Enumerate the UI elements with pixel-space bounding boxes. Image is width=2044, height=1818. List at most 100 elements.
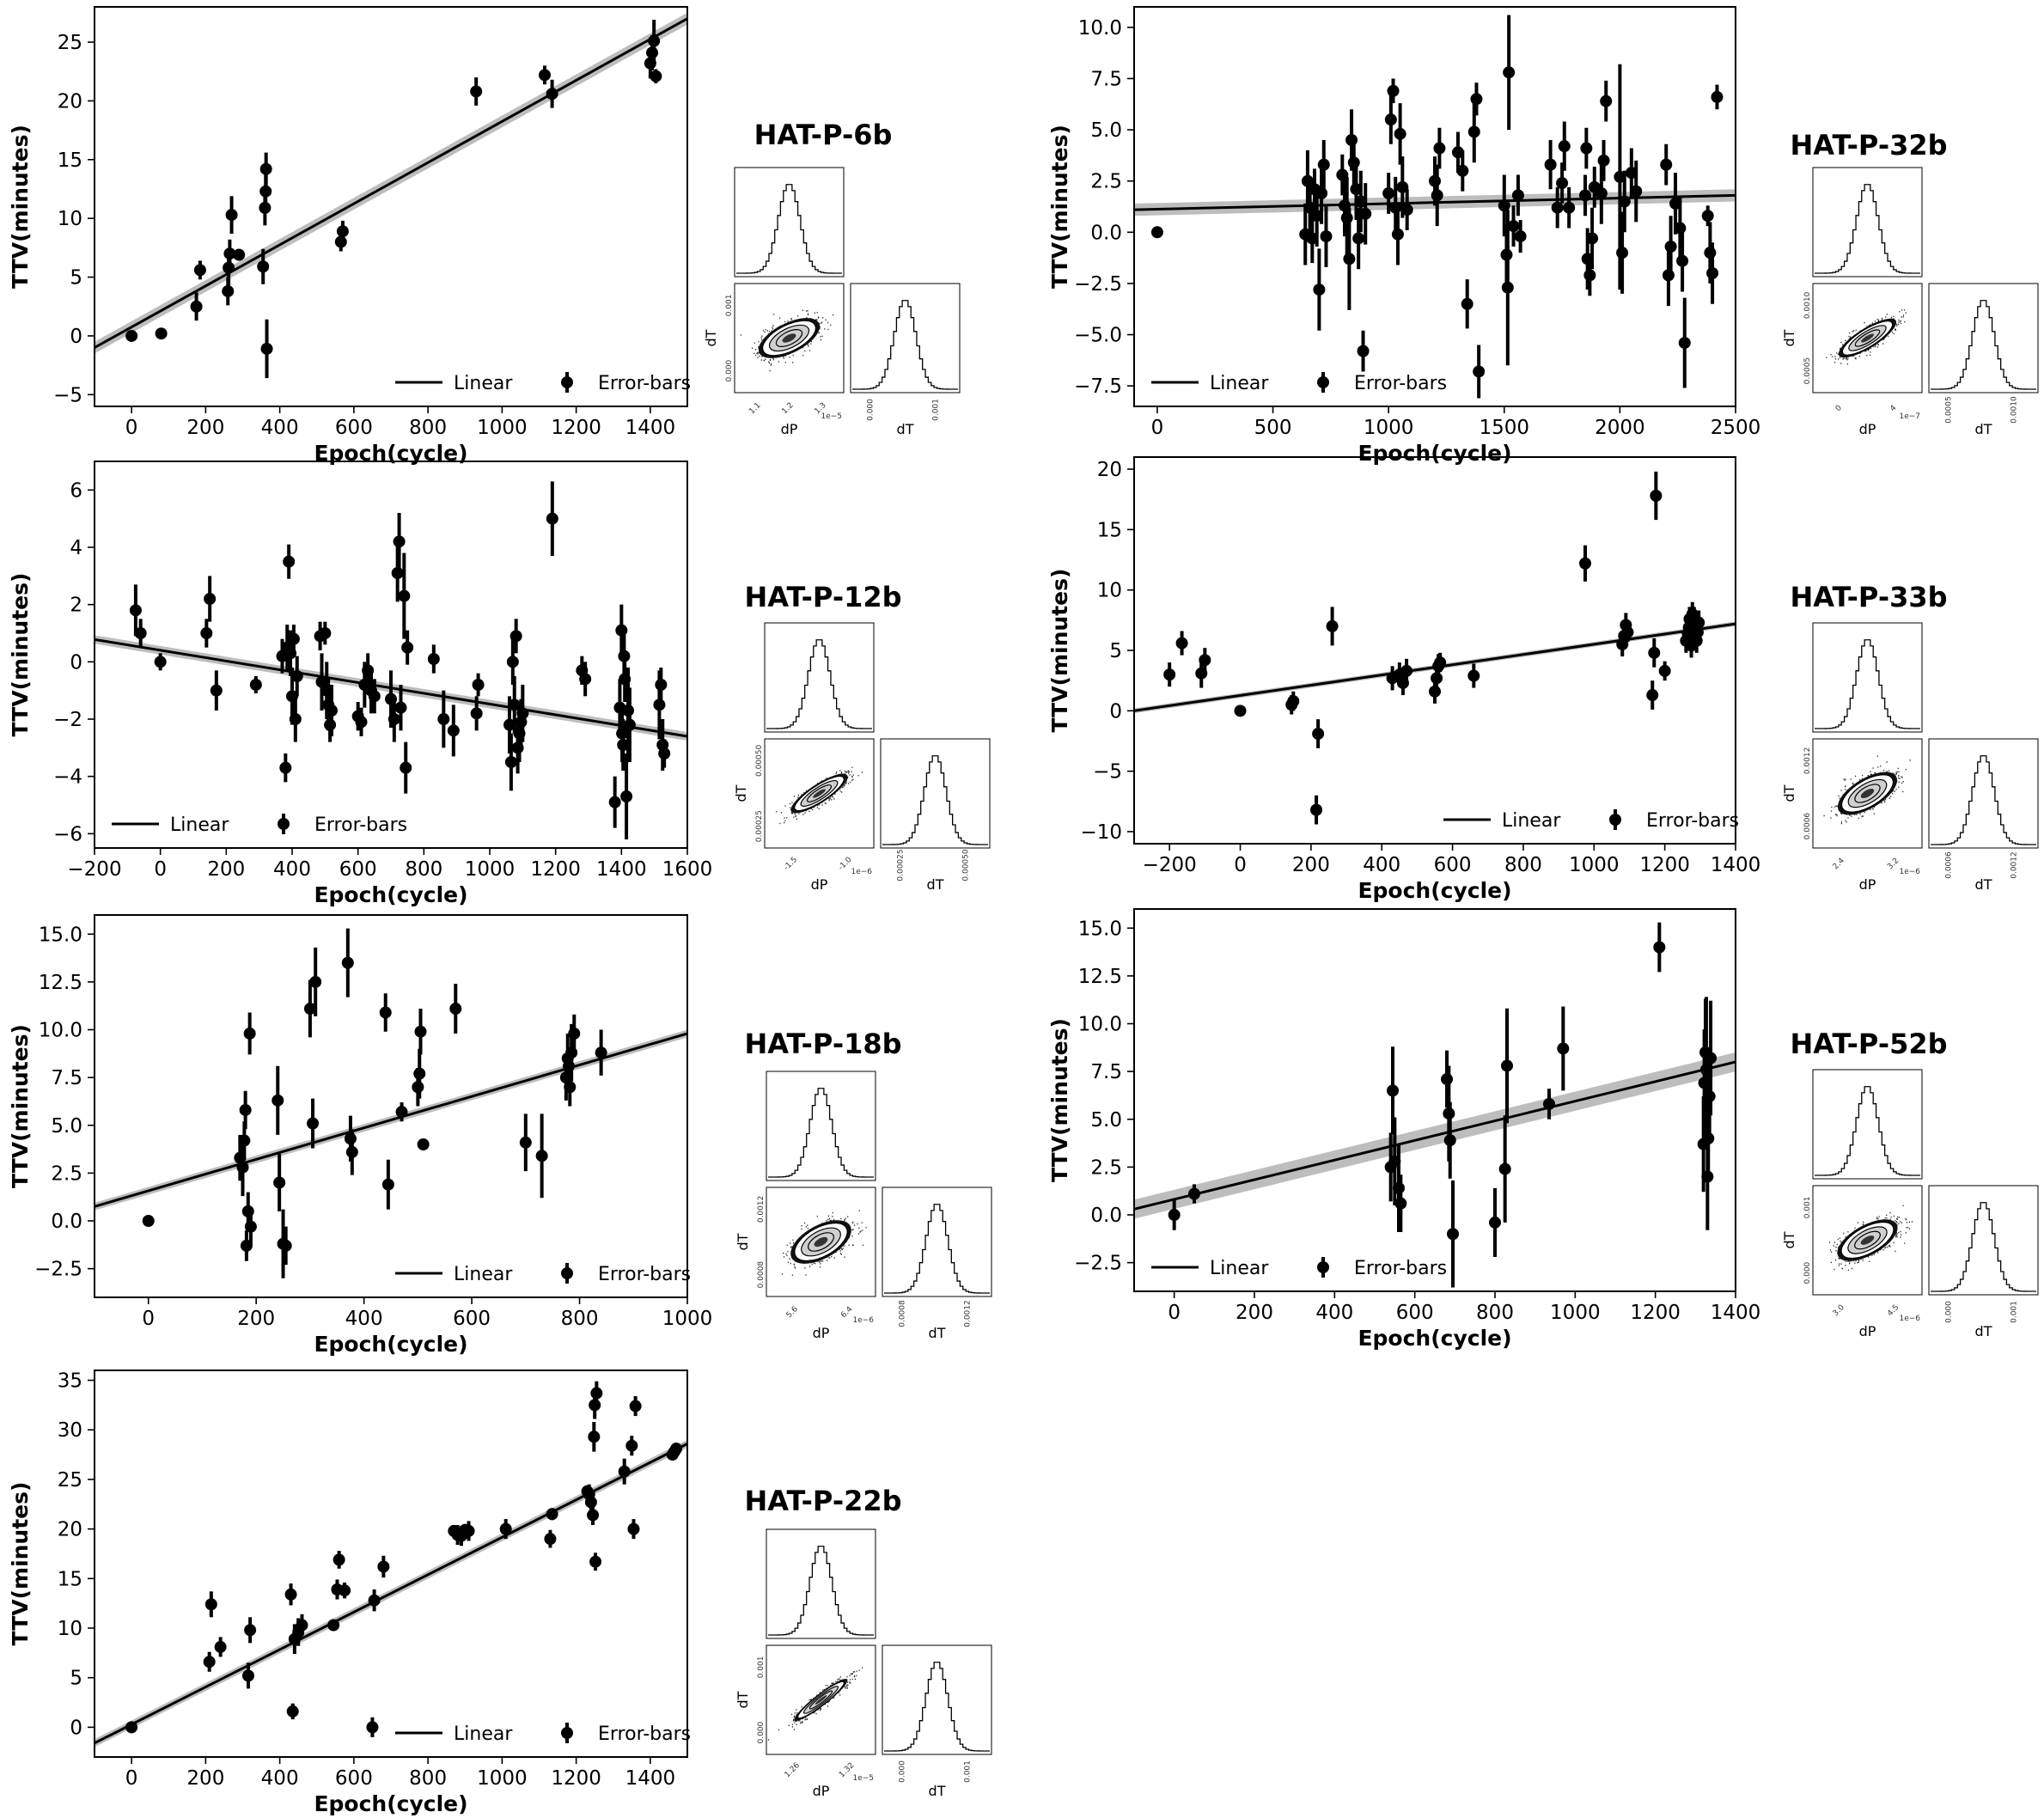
corner-xtick: 1.26 (784, 1761, 802, 1779)
corner-ytick: 0.0006 (1803, 813, 1812, 840)
linear-fit-line (1134, 1060, 1736, 1211)
data-point (427, 653, 440, 665)
data-point (1441, 1073, 1453, 1086)
y-tick-label: 0.0 (51, 1211, 82, 1233)
data-point (1543, 1097, 1555, 1110)
corner-x-multiplier: 1e−6 (1899, 868, 1920, 876)
planet-title: HAT-P-52b (1790, 1028, 1947, 1060)
y-tick-label: 4 (70, 537, 82, 559)
data-points (125, 1381, 683, 1737)
y-tick-label: 12.5 (1078, 966, 1122, 988)
data-point (538, 69, 551, 82)
linear-fit-line (95, 1443, 687, 1745)
data-point (1447, 1228, 1459, 1241)
data-point (1586, 232, 1599, 245)
corner-xlabel-dP: dP (1859, 876, 1876, 893)
density-dP-dT-frame (1812, 738, 1923, 849)
data-point (1443, 1134, 1456, 1147)
data-point (341, 956, 354, 969)
data-point (417, 1138, 430, 1150)
corner-ytick: 0.0008 (757, 1261, 766, 1289)
data-point (650, 70, 662, 82)
y-tick-label: 20 (58, 90, 82, 113)
data-point (289, 713, 302, 725)
data-point (646, 46, 659, 59)
data-point (296, 1619, 308, 1632)
x-tick-label: 400 (261, 417, 299, 439)
data-point (1579, 557, 1591, 570)
data-point (259, 162, 272, 175)
y-tick-label: 25 (58, 1469, 82, 1492)
data-point (1551, 201, 1564, 214)
panel-hat-p-6b: 0 200 400 600 800 1000 1200 1400−50510152025Epo… (8, 6, 892, 466)
x-tick-label: 200 (1292, 854, 1330, 876)
corner-ytick: 0.0005 (1803, 357, 1812, 385)
hist-dP (768, 1546, 875, 1636)
y-tick-label: 20 (1097, 459, 1122, 481)
data-point (283, 555, 296, 568)
data-point (125, 329, 138, 342)
data-point (1343, 253, 1356, 265)
x-tick-label: 1000 (477, 417, 528, 439)
data-point (1317, 158, 1330, 171)
data-point (327, 1619, 340, 1632)
data-point (1579, 189, 1591, 202)
corner-xlabel-dT: dT (1975, 876, 1992, 893)
planet-title: HAT-P-22b (744, 1485, 901, 1517)
corner-ylabel-dT: dT (735, 1691, 751, 1708)
corner-xlabel-dP: dP (813, 1783, 830, 1799)
planet-title: HAT-P-32b (1790, 129, 1947, 162)
data-point (519, 1136, 532, 1149)
data-point (1678, 337, 1691, 350)
data-point (1150, 226, 1163, 239)
corner-xlabel-dP: dP (781, 421, 798, 437)
density-dP-dT-frame (766, 1644, 876, 1755)
hist-dP (1815, 1086, 1921, 1176)
data-point (260, 342, 273, 355)
data-point (1563, 201, 1576, 214)
data-point (544, 1533, 557, 1546)
data-point (1467, 669, 1480, 682)
legend-errorbar-label: Error-bars (598, 1723, 691, 1745)
planet-title: HAT-P-18b (744, 1028, 901, 1060)
data-point (210, 684, 223, 697)
x-tick-label: 800 (561, 1308, 599, 1330)
data-point (1456, 164, 1469, 177)
y-tick-label: 7.5 (51, 1067, 82, 1089)
x-tick-label: 1000 (662, 1308, 713, 1330)
data-point (259, 185, 272, 198)
y-tick-label: 10.0 (1078, 17, 1122, 40)
data-point (623, 718, 636, 731)
y-axis-label: TTV(minutes) (1047, 1018, 1072, 1182)
data-point (1313, 284, 1326, 296)
x-tick-label: −200 (1143, 854, 1197, 876)
y-tick-label: −7.5 (1074, 375, 1122, 398)
y-tick-label: −4 (53, 766, 82, 789)
x-tick-label: 1400 (596, 858, 647, 881)
corner-ytick: 0.00025 (755, 810, 764, 842)
y-tick-label: 5.0 (1090, 119, 1122, 142)
data-point (504, 756, 517, 768)
data-point (303, 1003, 316, 1016)
x-tick-label: 1600 (662, 858, 713, 881)
data-point (1507, 220, 1520, 233)
x-tick-label: 400 (1315, 1302, 1353, 1324)
x-tick-label: 800 (1504, 854, 1542, 876)
axes-frame (94, 914, 688, 1298)
data-point (1400, 664, 1413, 677)
data-point (1664, 241, 1677, 253)
axes-frame (1133, 456, 1736, 845)
data-point (617, 739, 630, 751)
data-point (509, 630, 522, 643)
data-points (125, 20, 662, 379)
data-point (1597, 154, 1610, 167)
data-point (506, 656, 519, 668)
hist-dT (884, 1204, 991, 1294)
corner-dT-xtick: 0.0008 (898, 1300, 906, 1327)
data-point (546, 1508, 558, 1521)
data-point (155, 327, 168, 340)
data-point (368, 690, 381, 703)
y-tick-label: 15 (58, 149, 82, 172)
